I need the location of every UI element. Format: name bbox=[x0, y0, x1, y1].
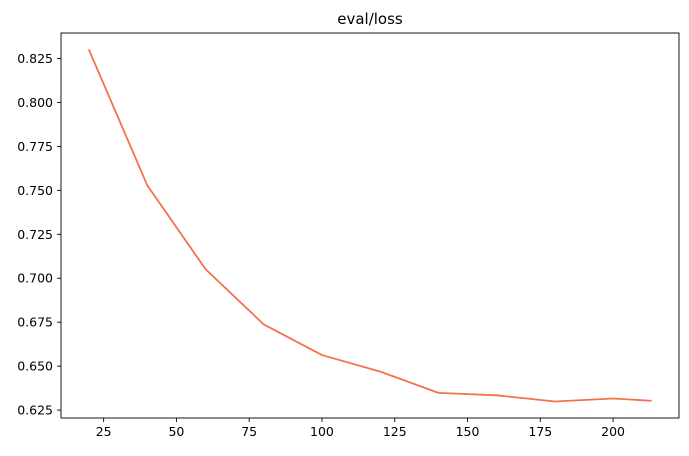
x-tick-label: 125 bbox=[383, 424, 407, 439]
y-tick-label: 0.650 bbox=[17, 359, 53, 374]
x-tick-label: 75 bbox=[241, 424, 257, 439]
x-tick-label: 200 bbox=[601, 424, 625, 439]
y-tick-label: 0.800 bbox=[17, 95, 53, 110]
x-tick-label: 175 bbox=[528, 424, 552, 439]
x-axis-ticks: 25 50 75 100 125 150 175 200 bbox=[96, 418, 625, 439]
series-line bbox=[88, 49, 652, 403]
x-tick-label: 25 bbox=[96, 424, 112, 439]
y-tick-label: 0.675 bbox=[17, 315, 53, 330]
y-tick-label: 0.725 bbox=[17, 227, 53, 242]
y-tick-label: 0.825 bbox=[17, 51, 53, 66]
chart-title: eval/loss bbox=[337, 10, 403, 28]
x-tick-label: 150 bbox=[456, 424, 480, 439]
y-tick-label: 0.625 bbox=[17, 403, 53, 418]
y-tick-label: 0.750 bbox=[17, 183, 53, 198]
x-tick-label: 50 bbox=[168, 424, 184, 439]
y-tick-label: 0.700 bbox=[17, 271, 53, 286]
axes-frame bbox=[60, 32, 680, 419]
series-layer bbox=[88, 49, 652, 403]
y-axis-ticks: 0.625 0.650 0.675 0.700 0.725 0.750 0.775 0.800… bbox=[17, 51, 61, 418]
x-tick-label: 100 bbox=[310, 424, 334, 439]
plot-area-border bbox=[60, 32, 680, 419]
y-tick-label: 0.775 bbox=[17, 139, 53, 154]
